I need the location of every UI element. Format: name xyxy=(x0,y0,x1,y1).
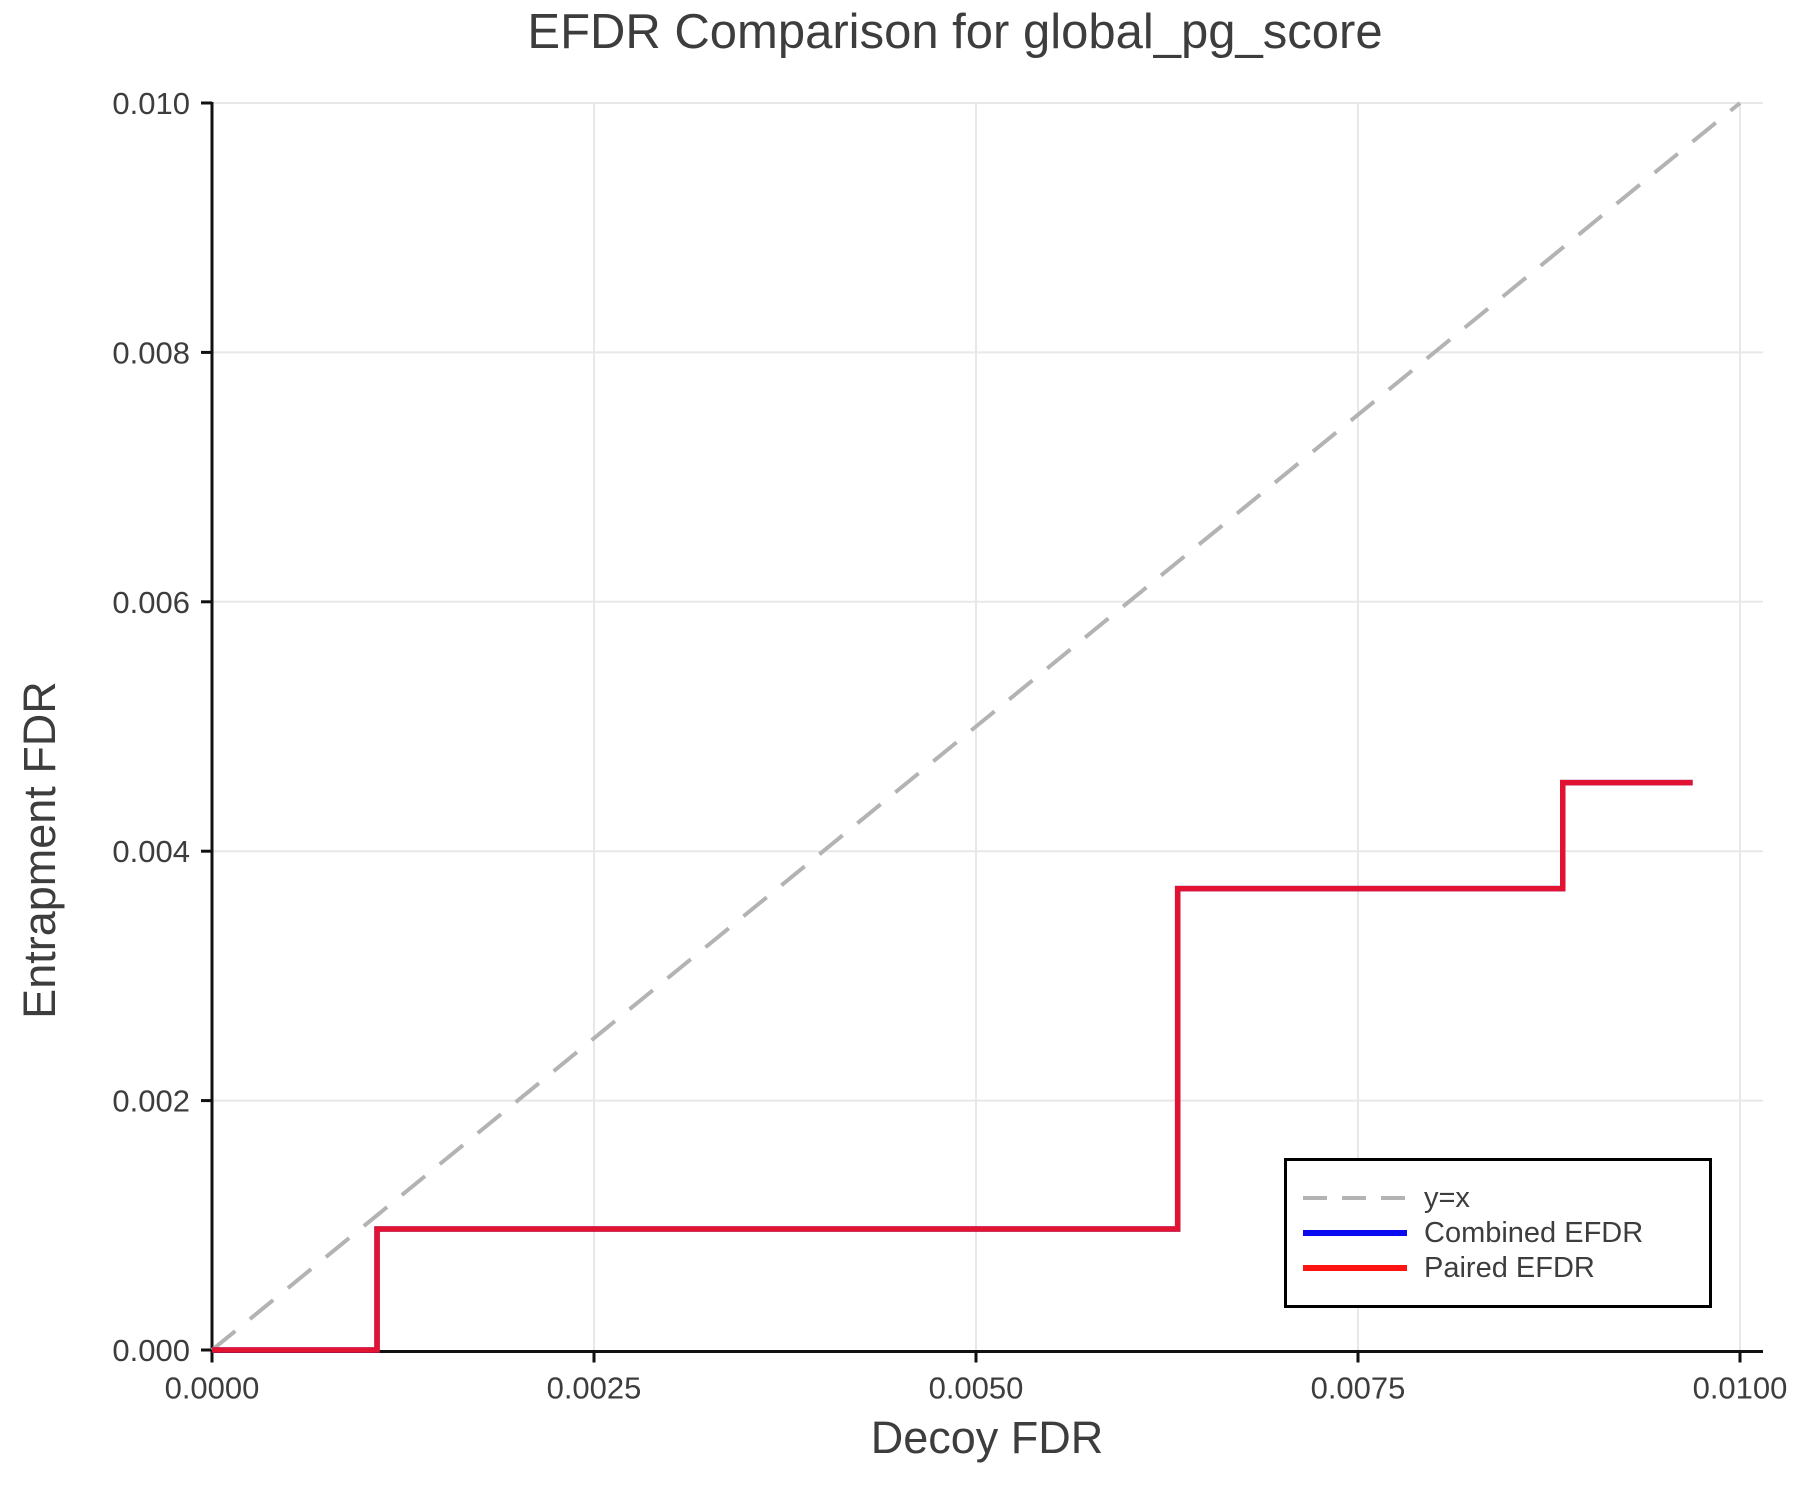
y-axis-label: Entrapment FDR xyxy=(14,681,65,1019)
legend-label: Combined EFDR xyxy=(1424,1216,1644,1249)
legend: y=x Combined EFDR Paired EFDR xyxy=(1284,1158,1712,1308)
legend-label: Paired EFDR xyxy=(1424,1251,1595,1284)
y-tick-label: 0.002 xyxy=(112,1084,190,1119)
y-tick-label: 0.010 xyxy=(112,86,190,121)
y-tick-label: 0.000 xyxy=(112,1333,190,1368)
identity-line xyxy=(210,101,1742,1352)
legend-swatch-blue-line xyxy=(1303,1230,1407,1236)
legend-entry-identity: y=x xyxy=(1301,1181,1709,1214)
x-tick-label: 0.0100 xyxy=(1693,1371,1788,1406)
y-tick-label: 0.008 xyxy=(112,335,190,370)
x-tick-label: 0.0025 xyxy=(547,1371,642,1406)
x-axis-label: Decoy FDR xyxy=(870,1412,1104,1463)
y-tick-label: 0.004 xyxy=(112,834,190,869)
paired-efdr-line xyxy=(212,779,1693,1353)
x-tick-label: 0.0075 xyxy=(1311,1371,1406,1406)
legend-entry-paired: Paired EFDR xyxy=(1301,1251,1709,1284)
x-tick-label: 0.0000 xyxy=(165,1371,260,1406)
y-tick-label: 0.006 xyxy=(112,585,190,620)
legend-swatch-red-line xyxy=(1303,1265,1407,1271)
x-tick-label: 0.0050 xyxy=(929,1371,1024,1406)
chart-title: EFDR Comparison for global_pg_score xyxy=(527,5,1383,59)
legend-entry-combined: Combined EFDR xyxy=(1301,1216,1709,1249)
legend-swatch-dashed-line xyxy=(1303,1196,1407,1200)
legend-label: y=x xyxy=(1424,1181,1470,1214)
